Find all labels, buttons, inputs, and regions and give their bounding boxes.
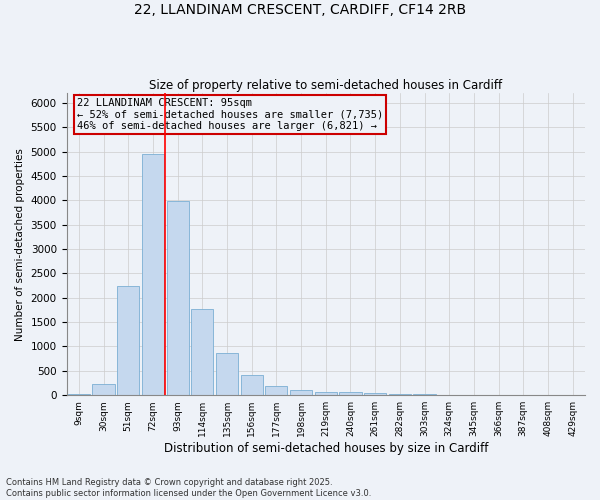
Text: Contains HM Land Registry data © Crown copyright and database right 2025.
Contai: Contains HM Land Registry data © Crown c… — [6, 478, 371, 498]
Bar — [413, 394, 436, 395]
X-axis label: Distribution of semi-detached houses by size in Cardiff: Distribution of semi-detached houses by … — [164, 442, 488, 455]
Bar — [389, 394, 411, 395]
Bar — [167, 202, 189, 395]
Bar — [314, 392, 337, 395]
Y-axis label: Number of semi-detached properties: Number of semi-detached properties — [15, 148, 25, 340]
Text: 22, LLANDINAM CRESCENT, CARDIFF, CF14 2RB: 22, LLANDINAM CRESCENT, CARDIFF, CF14 2R… — [134, 2, 466, 16]
Bar — [92, 384, 115, 395]
Bar — [241, 374, 263, 395]
Bar — [265, 386, 287, 395]
Text: 22 LLANDINAM CRESCENT: 95sqm
← 52% of semi-detached houses are smaller (7,735)
4: 22 LLANDINAM CRESCENT: 95sqm ← 52% of se… — [77, 98, 383, 131]
Title: Size of property relative to semi-detached houses in Cardiff: Size of property relative to semi-detach… — [149, 79, 502, 92]
Bar — [290, 390, 312, 395]
Bar — [216, 354, 238, 395]
Bar — [191, 310, 214, 395]
Bar — [117, 286, 139, 395]
Bar — [142, 154, 164, 395]
Bar — [364, 392, 386, 395]
Bar — [340, 392, 362, 395]
Bar — [68, 394, 90, 395]
